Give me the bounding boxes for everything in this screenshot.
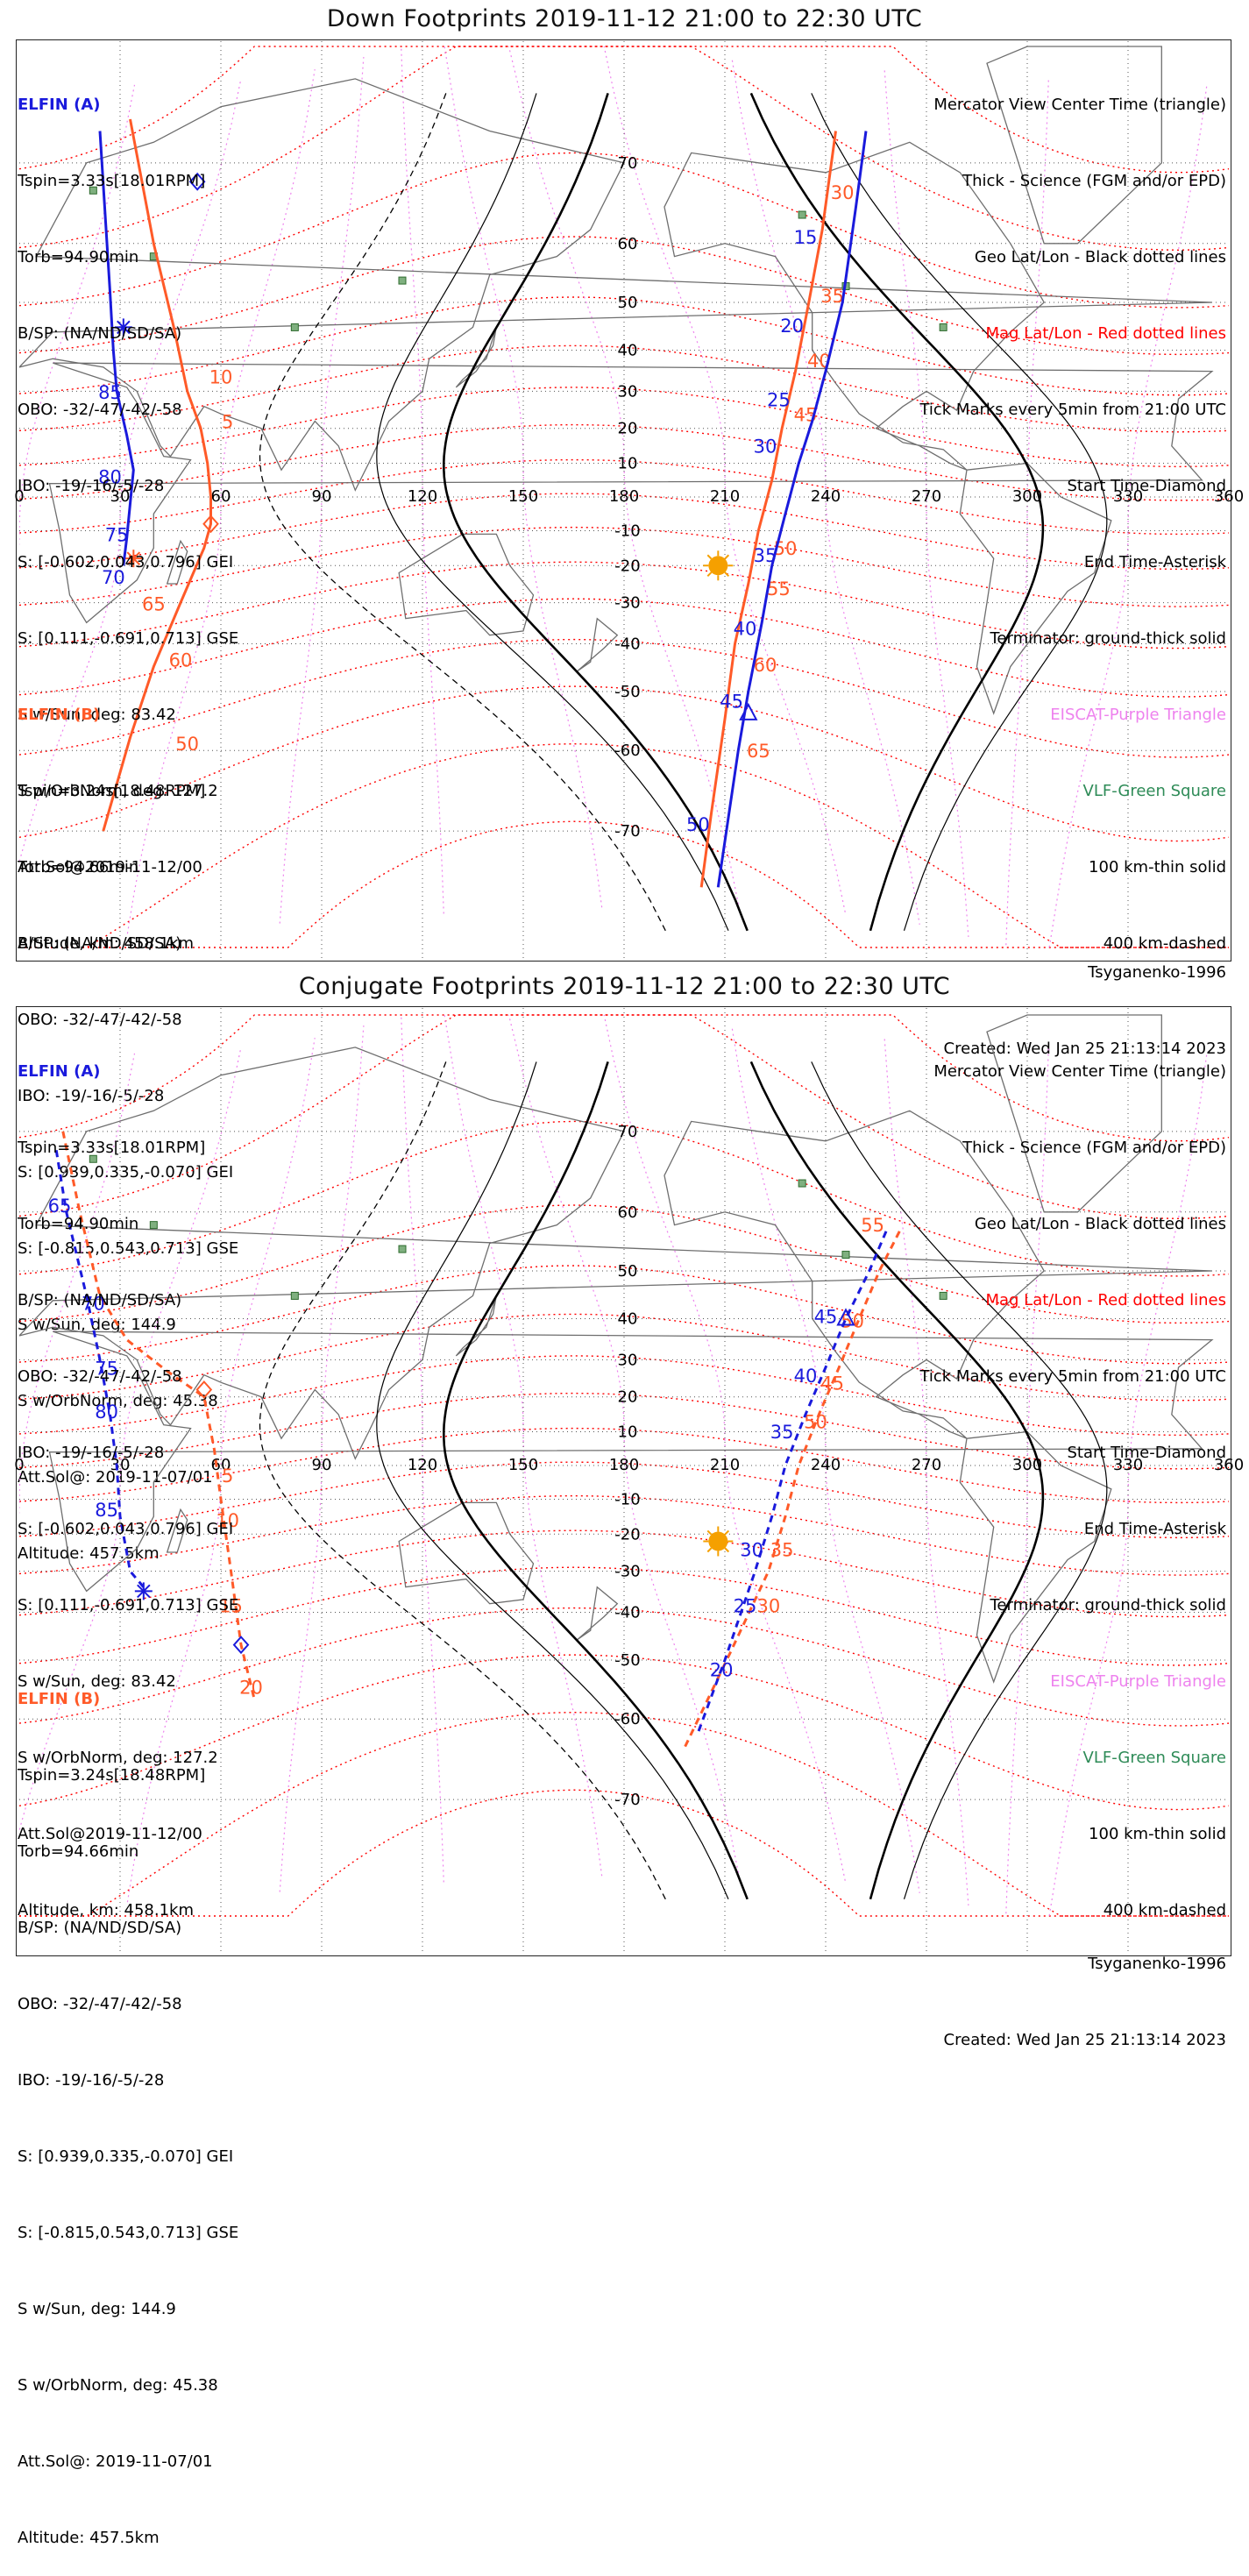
- elfin-a-line: Torb=94.90min: [18, 248, 139, 266]
- panel2-elfin-b-info: ELFIN (B) Tspin=3.24s[18.48RPM] Torb=94.…: [18, 1636, 238, 2576]
- elfin-a-line: B/SP: (NA/ND/SD/SA): [18, 324, 182, 343]
- legend-item: EISCAT-Purple Triangle: [1050, 706, 1226, 724]
- legend-item: Tick Marks every 5min from 21:00 UTC: [919, 1367, 1226, 1386]
- legend-item: EISCAT-Purple Triangle: [1050, 1672, 1226, 1691]
- legend-item: Mag Lat/Lon - Red dotted lines: [985, 1291, 1226, 1309]
- created-label: Created: Wed Jan 25 21:13:14 2023: [943, 2031, 1226, 2049]
- legend-item: Start Time-Diamond: [1067, 477, 1226, 495]
- legend-item: 100 km-thin solid: [1089, 1825, 1226, 1843]
- panel2-legend: Mercator View Center Time (triangle) Thi…: [919, 1008, 1226, 1948]
- elfin-b-line: S w/Sun, deg: 144.9: [18, 2300, 176, 2318]
- legend-item: End Time-Asterisk: [1083, 1520, 1226, 1538]
- elfin-a-line: OBO: -32/-47/-42/-58: [18, 401, 182, 419]
- elfin-b-line: Torb=94.66min: [18, 1842, 139, 1861]
- elfin-a-line: S: [-0.602,0.043,0.796] GEI: [18, 553, 234, 571]
- elfin-a-line: Att.Sol@2019-11-12/00: [18, 858, 202, 876]
- legend-item: Geo Lat/Lon - Black dotted lines: [974, 1215, 1226, 1233]
- panel2-model: Tsyganenko-1996 Created: Wed Jan 25 21:1…: [944, 1900, 1226, 2078]
- elfin-a-line: S: [0.111,-0.691,0.713] GSE: [18, 1596, 239, 1614]
- legend-item: 100 km-thin solid: [1089, 858, 1226, 876]
- legend-item: VLF-Green Square: [1082, 1749, 1226, 1767]
- legend-item: End Time-Asterisk: [1083, 553, 1226, 571]
- model-label: Tsyganenko-1996: [1088, 963, 1226, 982]
- elfin-a-line: Altitude, km: 458.1km: [18, 934, 195, 953]
- panel2-frame: [16, 1006, 1231, 1956]
- elfin-a-line: Torb=94.90min: [18, 1215, 139, 1233]
- elfin-b-line: S: [-0.815,0.543,0.713] GSE: [18, 2224, 239, 2242]
- legend-item: 400 km-dashed: [1103, 1901, 1226, 1920]
- legend-item: Mag Lat/Lon - Red dotted lines: [985, 324, 1226, 343]
- panel1-legend: Mercator View Center Time (triangle) Thi…: [919, 41, 1226, 982]
- legend-item: Tick Marks every 5min from 21:00 UTC: [919, 401, 1226, 419]
- elfin-a-line: S w/OrbNorm, deg: 127.2: [18, 782, 218, 800]
- legend-item: VLF-Green Square: [1082, 782, 1226, 800]
- model-label: Tsyganenko-1996: [1088, 1955, 1226, 1973]
- panel2-title: Conjugate Footprints 2019-11-12 21:00 to…: [298, 973, 951, 1000]
- elfin-a-line: IBO: -19/-16/-5/-28: [18, 477, 165, 495]
- elfin-b-line: B/SP: (NA/ND/SD/SA): [18, 934, 182, 953]
- legend-item: Terminator: ground-thick solid: [990, 1596, 1226, 1614]
- legend-item: Geo Lat/Lon - Black dotted lines: [974, 248, 1226, 266]
- panel1-frame: [16, 39, 1231, 962]
- legend-item: Start Time-Diamond: [1067, 1444, 1226, 1462]
- panel1-elfin-a-info: ELFIN (A) Tspin=3.33s[18.01RPM] Torb=94.…: [18, 41, 238, 982]
- elfin-b-line: S w/OrbNorm, deg: 45.38: [18, 2376, 218, 2395]
- elfin-a-line: Att.Sol@2019-11-12/00: [18, 1825, 202, 1843]
- elfin-a-line: B/SP: (NA/ND/SD/SA): [18, 1291, 182, 1309]
- elfin-b-line: IBO: -19/-16/-5/-28: [18, 2071, 165, 2090]
- elfin-b-line: Tspin=3.24s[18.48RPM]: [18, 1766, 206, 1785]
- legend-item: 400 km-dashed: [1103, 934, 1226, 953]
- elfin-a-header: ELFIN (A): [18, 1062, 101, 1081]
- elfin-a-line: S w/Sun, deg: 83.42: [18, 706, 176, 724]
- elfin-b-line: Att.Sol@: 2019-11-07/01: [18, 2452, 213, 2471]
- elfin-a-line: OBO: -32/-47/-42/-58: [18, 1367, 182, 1386]
- elfin-b-line: Tspin=3.24s[18.48RPM]: [18, 782, 206, 800]
- legend-item: Thick - Science (FGM and/or EPD): [962, 172, 1226, 190]
- panel2-elfin-a-info: ELFIN (A) Tspin=3.33s[18.01RPM] Torb=94.…: [18, 1008, 238, 1948]
- elfin-a-line: Tspin=3.33s[18.01RPM]: [18, 172, 206, 190]
- elfin-a-line: Tspin=3.33s[18.01RPM]: [18, 1139, 206, 1157]
- panel1-title: Down Footprints 2019-11-12 21:00 to 22:3…: [326, 5, 923, 32]
- legend-item: Thick - Science (FGM and/or EPD): [962, 1139, 1226, 1157]
- elfin-b-line: Altitude: 457.5km: [18, 2529, 160, 2547]
- elfin-b-line: B/SP: (NA/ND/SD/SA): [18, 1919, 182, 1937]
- elfin-b-line: OBO: -32/-47/-42/-58: [18, 1995, 182, 2013]
- elfin-a-line: S w/OrbNorm, deg: 127.2: [18, 1749, 218, 1767]
- elfin-b-line: Torb=94.66min: [18, 858, 139, 876]
- elfin-a-line: Altitude, km: 458.1km: [18, 1901, 195, 1920]
- elfin-a-line: S w/Sun, deg: 83.42: [18, 1672, 176, 1691]
- legend-item: Mercator View Center Time (triangle): [933, 1062, 1226, 1081]
- elfin-b-header: ELFIN (B): [18, 706, 101, 724]
- elfin-a-line: S: [-0.602,0.043,0.796] GEI: [18, 1520, 234, 1538]
- legend-item: Terminator: ground-thick solid: [990, 629, 1226, 648]
- elfin-b-header: ELFIN (B): [18, 1690, 101, 1708]
- legend-item: Mercator View Center Time (triangle): [933, 96, 1226, 114]
- elfin-a-line: S: [0.111,-0.691,0.713] GSE: [18, 629, 239, 648]
- elfin-a-header: ELFIN (A): [18, 96, 101, 114]
- elfin-b-line: S: [0.939,0.335,-0.070] GEI: [18, 2147, 234, 2166]
- elfin-a-line: IBO: -19/-16/-5/-28: [18, 1444, 165, 1462]
